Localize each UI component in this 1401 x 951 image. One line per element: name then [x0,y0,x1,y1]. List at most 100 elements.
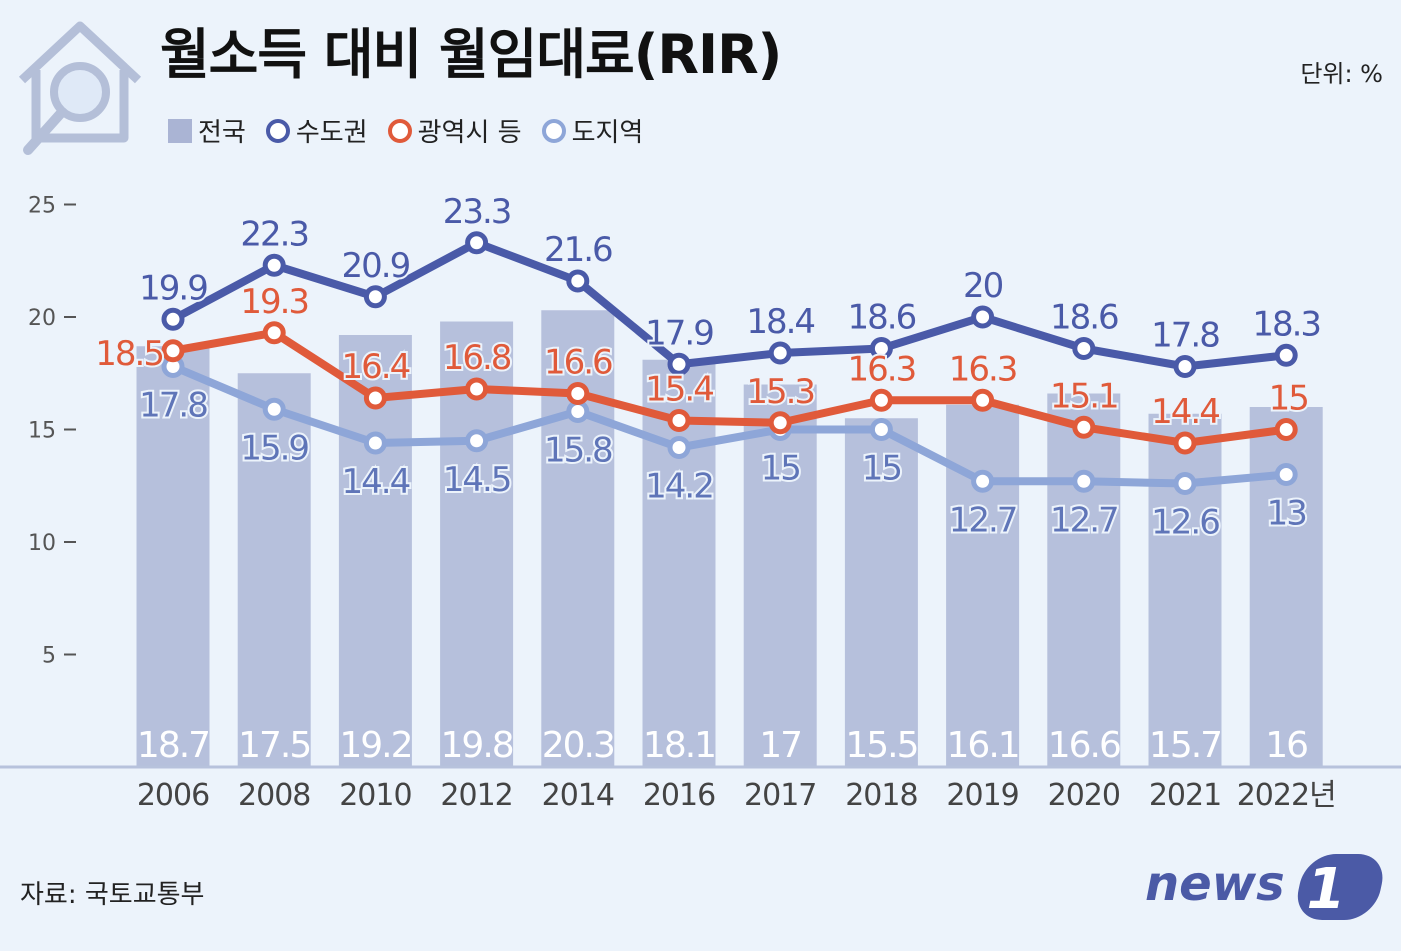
y-tick-label: 20 [28,306,56,331]
series-value-label: 14.4 [1151,392,1219,432]
series-value-label: 23.3 [443,192,511,232]
source-note: 자료: 국토교통부 [20,880,205,910]
series-point [1173,431,1197,455]
news1-logo: news 1 [1145,854,1383,922]
bar-value-label: 18.1 [643,725,715,766]
series-value-label: 18.3 [1252,304,1320,344]
bar-value-label: 17.5 [238,725,310,766]
series-value-label: 12.7 [949,500,1017,540]
y-tick-label: 5 [42,644,56,669]
legend-swatch-bar [168,118,192,143]
series-line [171,362,1287,488]
series-value-label: 17.9 [645,313,713,353]
y-tick-label: 15 [28,419,56,444]
series-point [566,382,590,405]
bar [1249,407,1323,767]
legend: 전국 수도권 광역시 등 도지역 [168,112,643,149]
series-point [1072,337,1096,360]
bar-value-label: 16 [1265,725,1307,766]
series-point [971,305,995,329]
bar-value-label: 17 [759,725,801,766]
series-point [1274,343,1298,367]
series-value-label: 13 [1267,494,1306,534]
series-value-label: 15 [1269,379,1308,419]
logo-badge [1297,854,1383,920]
x-tick-label: 2006 [137,778,209,813]
series-point [768,411,792,435]
series-value-label: 18.6 [1050,298,1118,338]
legend-swatch-ring [541,118,566,143]
series-point [667,352,691,376]
series-value-label: 18.5 [95,334,163,374]
logo-mark: 1 [1307,857,1346,922]
series-value-label: 22.3 [240,214,308,254]
series-value-label: 16.4 [342,347,410,387]
series-value-label: 17.8 [1151,316,1219,356]
series-line [172,328,1287,447]
series-point [667,409,691,432]
bar-value-label: 15.7 [1149,725,1221,766]
bar [237,373,311,767]
series-value-label: 16.3 [848,349,916,389]
y-tick-label: 25 [28,194,56,219]
legend-swatch-ring [387,118,412,143]
series-line [171,238,1287,371]
series-point [768,341,792,365]
x-tick-label: 2020 [1048,778,1120,813]
bar [136,346,210,767]
bar [1148,413,1222,767]
series-point [465,377,489,401]
series-point [161,307,185,331]
series-value-label: 15 [862,449,901,489]
series-point [465,429,489,453]
series-value-label: 12.6 [1151,503,1219,543]
series-point [566,400,590,423]
unit-label: 단위: % [1300,60,1383,88]
bar-value-label: 20.3 [542,725,614,766]
series-point [869,418,893,441]
legend-label: 전국 [198,118,246,148]
series-value-label: 14.4 [342,462,410,502]
series-value-label: 15.3 [746,372,814,412]
series-value-label: 15 [761,449,800,489]
series-point [363,285,387,309]
x-tick-label: 2018 [845,778,917,813]
series-point [262,321,286,345]
page-title: 월소득 대비 월임대료(RIR) [160,23,782,86]
series-value-label: 20.9 [342,246,410,286]
series-value-label: 19.3 [240,282,308,322]
legend-item-national: 전국 [168,112,246,149]
x-tick-label: 2014 [542,778,614,813]
legend-swatch-ring [265,118,290,143]
series-value-label: 15.4 [645,370,713,410]
legend-item-province: 도지역 [541,112,644,149]
legend-label: 도지역 [571,118,644,148]
series-point [465,231,489,255]
series-point [1072,469,1096,493]
logo-text: news [1145,856,1285,912]
series-value-label: 15.1 [1050,376,1118,416]
series-value-label: 14.5 [443,460,511,500]
series-value-label: 16.8 [443,338,511,378]
series-value-label: 16.3 [949,349,1017,389]
series-value-label: 17.8 [139,386,207,426]
bar-value-label: 16.6 [1048,725,1120,766]
series-point [869,388,893,412]
legend-item-capital: 수도권 [265,112,368,149]
series-value-label: 21.6 [544,230,612,270]
series-value-label: 12.7 [1050,500,1118,540]
series-value-label: 14.2 [645,467,713,507]
bar-value-label: 18.7 [137,725,209,766]
bar-value-label: 16.1 [947,725,1019,766]
house-search-icon [18,21,142,155]
series-point [363,431,387,455]
bar-value-label: 15.5 [845,725,917,766]
bar [1047,393,1121,767]
series-point [262,397,286,421]
series-value-label: 18.6 [848,298,916,338]
series-point [1274,418,1298,441]
bar [946,404,1020,767]
series-point [262,253,286,277]
series-value-label: 19.9 [139,268,207,308]
